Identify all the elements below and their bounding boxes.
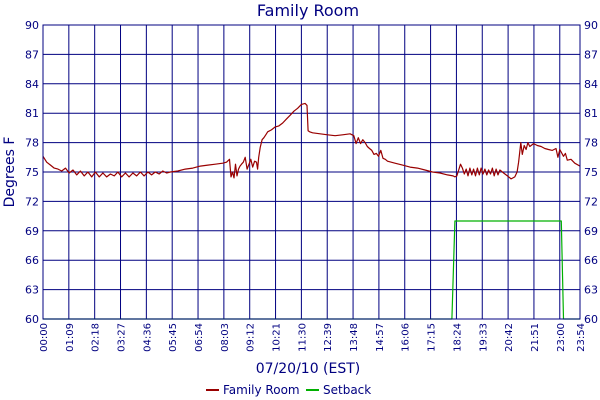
y-tick-label-right: 81 [584, 107, 598, 120]
x-tick-label: 14:57 [375, 323, 386, 352]
x-tick-label: 01:09 [65, 323, 76, 352]
x-tick-label: 06:54 [194, 323, 205, 352]
series-line-setback [43, 220, 580, 320]
x-tick-label: 18:24 [452, 323, 463, 352]
plot-frame [42, 24, 581, 320]
x-tick-label: 11:30 [297, 323, 308, 352]
x-tick-label: 03:27 [117, 323, 128, 352]
x-tick-label: 10:21 [272, 323, 283, 352]
y-tick-label-left: 72 [25, 195, 39, 208]
y-tick-label-left: 75 [25, 166, 39, 179]
y-tick-label-right: 69 [584, 225, 598, 238]
x-tick-label: 19:33 [478, 323, 489, 352]
series-line-family-room [42, 102, 581, 180]
x-tick-label: 13:48 [349, 323, 360, 352]
x-tick-label: 17:15 [427, 323, 438, 352]
y-tick-label-left: 90 [25, 19, 39, 32]
y-tick-label-right: 66 [584, 254, 598, 267]
y-tick-label-right: 90 [584, 19, 598, 32]
y-tick-label-left: 60 [25, 313, 39, 326]
x-tick-label: 08:03 [220, 323, 231, 352]
x-tick-label: 23:54 [576, 323, 587, 352]
x-tick-label: 02:18 [91, 323, 102, 352]
y-tick-label-left: 63 [25, 284, 39, 297]
x-tick-label: 00:00 [39, 323, 50, 352]
y-tick-label-left: 66 [25, 254, 39, 267]
series-lines [42, 102, 581, 320]
x-axis-label: 07/20/10 (EST) [256, 361, 361, 377]
y-tick-label-left: 87 [25, 48, 39, 61]
x-tick-label: 16:06 [401, 323, 412, 352]
y-tick-label-right: 84 [584, 78, 598, 91]
x-tick-label: 05:45 [168, 323, 179, 352]
x-tick-label: 12:39 [323, 323, 334, 352]
x-tick-label: 20:42 [504, 323, 515, 352]
x-tick-label: 21:51 [530, 323, 541, 352]
legend: Family Room Setback [206, 383, 371, 397]
legend-label-setback: Setback [323, 383, 371, 397]
y-tick-label-left: 84 [25, 78, 39, 91]
x-tick-label: 04:36 [142, 323, 153, 352]
y-tick-label-left: 78 [25, 137, 39, 150]
y-tick-label-right: 72 [584, 195, 598, 208]
tick-labels: 60 60 63 63 66 66 69 69 72 72 75 75 78 78 81 81 84 84 87 87… [25, 19, 598, 352]
x-tick-label: 09:12 [246, 323, 257, 352]
y-tick-label-right: 87 [584, 48, 598, 61]
y-tick-label-left: 69 [25, 225, 39, 238]
y-tick-label-right: 60 [584, 313, 598, 326]
y-tick-label-right: 75 [584, 166, 598, 179]
y-tick-label-right: 78 [584, 137, 598, 150]
y-axis-label: Degrees F [2, 137, 18, 208]
x-tick-label: 23:00 [556, 323, 567, 352]
y-tick-label-left: 81 [25, 107, 39, 120]
legend-label-family-room: Family Room [223, 383, 300, 397]
chart-title: Family Room [257, 1, 359, 20]
y-tick-label-right: 63 [584, 284, 598, 297]
